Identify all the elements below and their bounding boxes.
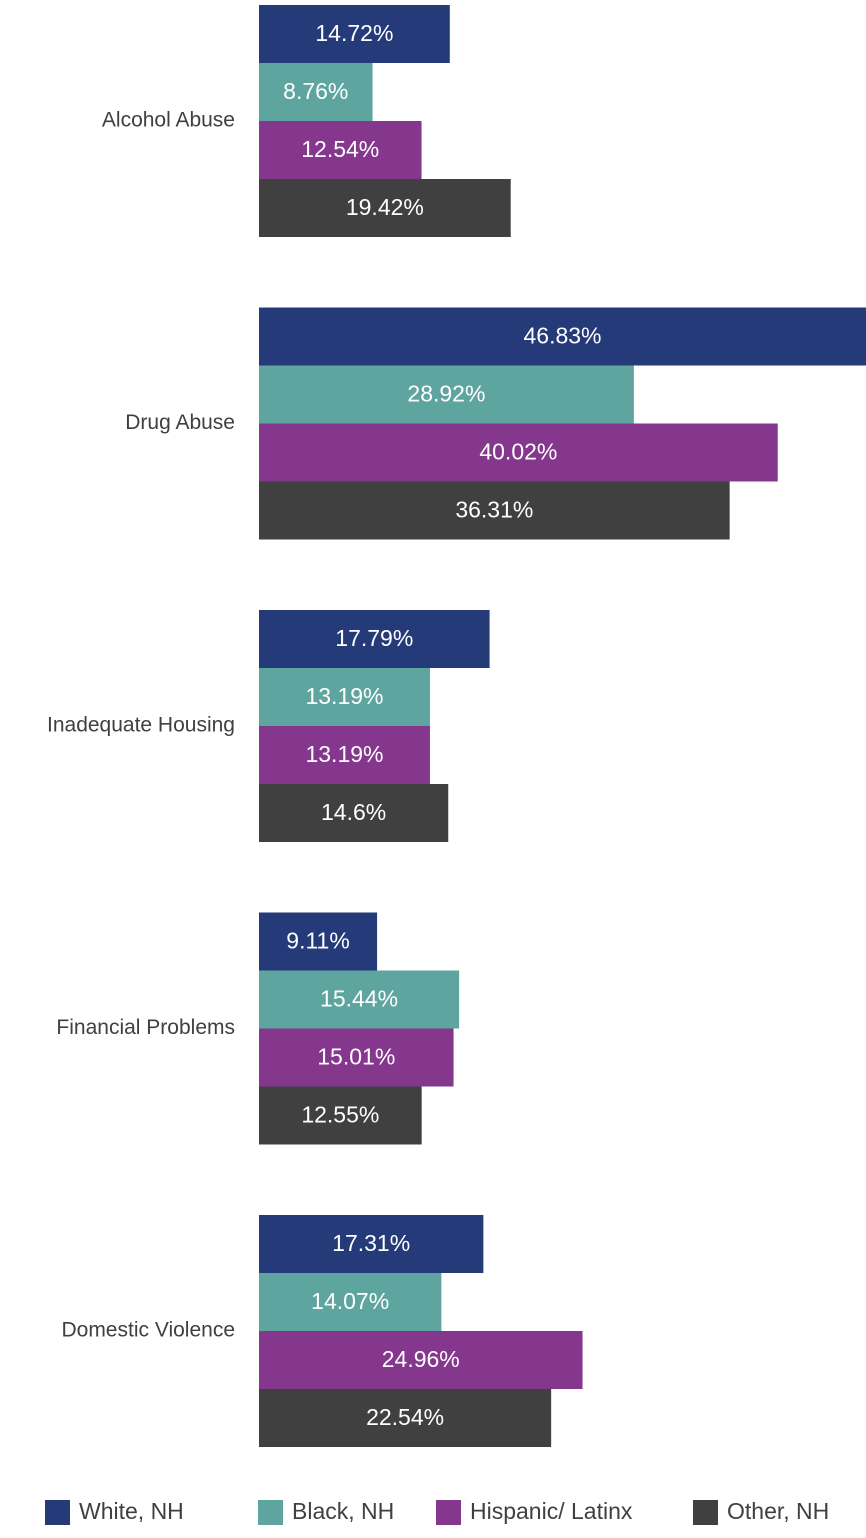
legend-swatch: [45, 1500, 70, 1525]
bar: [259, 784, 449, 842]
value-label: 15.01%: [317, 1044, 395, 1070]
bar: [259, 1273, 442, 1331]
legend-swatch: [258, 1500, 283, 1525]
legend-label: White, NH: [79, 1498, 184, 1524]
value-label: 22.54%: [366, 1404, 444, 1430]
value-label: 14.6%: [321, 799, 386, 825]
bar: [259, 1389, 552, 1447]
value-label: 36.31%: [455, 497, 533, 523]
bar: [259, 1028, 454, 1087]
bar: [259, 726, 430, 784]
bar: [259, 610, 490, 668]
bar: [259, 1086, 422, 1145]
value-label: 12.54%: [301, 136, 379, 162]
bar: [259, 365, 634, 424]
value-label: 14.07%: [311, 1288, 389, 1314]
bar: [259, 1215, 484, 1273]
bar: [259, 63, 373, 121]
value-label: 15.44%: [320, 986, 398, 1012]
category-label: Inadequate Housing: [47, 714, 235, 737]
value-label: 13.19%: [305, 741, 383, 767]
bar: [259, 423, 778, 482]
value-label: 8.76%: [283, 78, 348, 104]
bar: [259, 668, 430, 726]
legend-label: Hispanic/ Latinx: [470, 1498, 633, 1524]
value-label: 9.11%: [286, 928, 350, 954]
value-label: 24.96%: [382, 1346, 460, 1372]
category-label: Drug Abuse: [125, 411, 235, 434]
bar: [259, 307, 866, 366]
legend-swatch: [436, 1500, 461, 1525]
value-label: 12.55%: [301, 1102, 379, 1128]
bar: [259, 179, 511, 237]
bar: [259, 970, 460, 1029]
category-label: Alcohol Abuse: [102, 109, 235, 132]
value-label: 19.42%: [346, 194, 424, 220]
category-label: Domestic Violence: [61, 1319, 235, 1342]
category-label: Financial Problems: [56, 1016, 235, 1039]
bar: [259, 121, 422, 179]
legend-label: Black, NH: [292, 1498, 394, 1524]
value-label: 28.92%: [407, 381, 485, 407]
value-label: 17.31%: [332, 1230, 410, 1256]
legend-swatch: [693, 1500, 718, 1525]
bar: [259, 481, 730, 540]
value-label: 46.83%: [523, 323, 601, 349]
bar: [259, 912, 378, 971]
bar: [259, 5, 450, 63]
value-label: 14.72%: [315, 20, 393, 46]
bar: [259, 1331, 583, 1389]
legend-label: Other, NH: [727, 1498, 829, 1524]
value-label: 40.02%: [479, 439, 557, 465]
value-label: 17.79%: [335, 625, 413, 651]
value-label: 13.19%: [305, 683, 383, 709]
